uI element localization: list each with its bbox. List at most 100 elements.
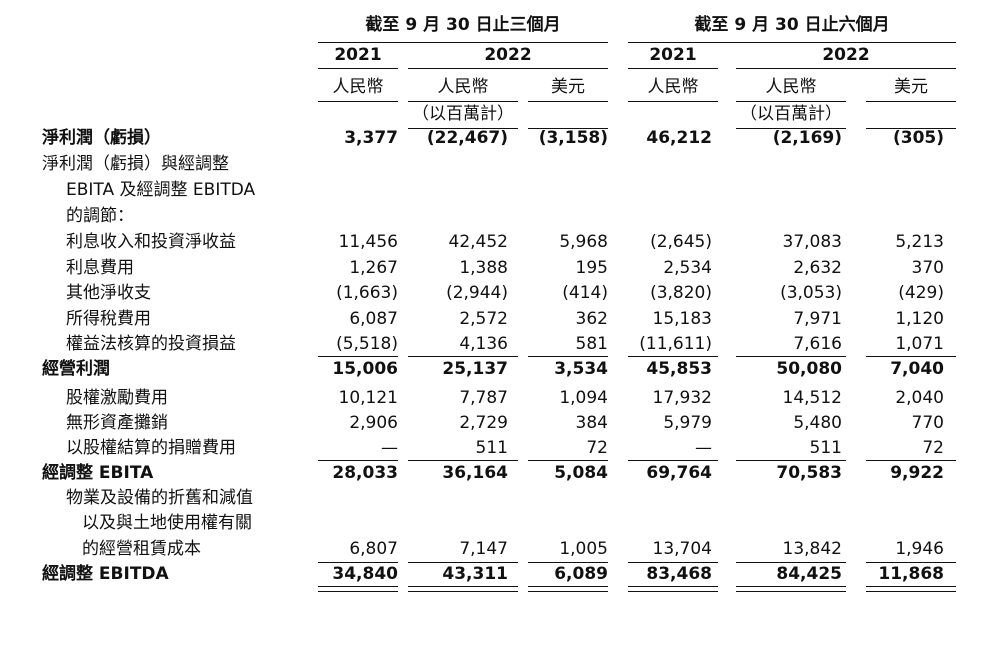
row-label: 利息費用 <box>66 258 134 278</box>
table-cell: 2,534 <box>663 258 712 278</box>
table-cell: 14,512 <box>782 388 842 408</box>
table-cell: 2,572 <box>459 309 508 329</box>
row-label: 經營利潤 <box>42 359 110 379</box>
subtotal-rule <box>408 562 518 563</box>
table-cell: 70,583 <box>776 463 842 483</box>
table-cell: 28,033 <box>332 463 398 483</box>
subtotal-rule <box>318 562 398 563</box>
table-cell: 43,311 <box>442 564 508 584</box>
row-label: 利息收入和投資淨收益 <box>66 232 236 252</box>
year-rule <box>628 68 718 69</box>
total-double-rule <box>628 586 718 592</box>
table-cell: 7,971 <box>793 309 842 329</box>
table-cell: 15,183 <box>652 309 712 329</box>
table-cell: 362 <box>575 309 608 329</box>
table-cell: 17,932 <box>652 388 712 408</box>
subtotal-rule <box>736 356 846 357</box>
subtotal-rule <box>628 356 718 357</box>
table-cell: 1,120 <box>895 309 944 329</box>
row-label: 淨利潤（虧損）與經調整 <box>42 154 229 174</box>
currency-header: 美元 <box>551 77 585 97</box>
table-cell: 46,212 <box>646 128 712 148</box>
row-label: 無形資產攤銷 <box>66 413 168 433</box>
table-cell: 1,094 <box>559 388 608 408</box>
subtotal-rule <box>408 356 518 357</box>
table-cell: (3,158) <box>538 128 608 148</box>
table-cell: 7,040 <box>890 359 944 379</box>
subtotal-rule <box>528 562 608 563</box>
row-label: 以及與土地使用權有關 <box>82 513 252 533</box>
period-rule <box>628 42 956 43</box>
subtotal-rule <box>528 356 608 357</box>
subtotal-rule <box>318 460 398 461</box>
row-label: 經調整 EBITA <box>42 463 154 483</box>
table-cell: 11,868 <box>878 564 944 584</box>
currency-rule <box>528 101 608 102</box>
table-cell: 34,840 <box>332 564 398 584</box>
subtotal-rule <box>628 562 718 563</box>
table-cell: 5,968 <box>559 232 608 252</box>
table-cell: — <box>381 438 398 458</box>
currency-rule <box>628 101 718 102</box>
table-cell: 370 <box>911 258 944 278</box>
year-header: 2021 <box>334 45 382 65</box>
unit-rule <box>866 128 956 129</box>
table-cell: 511 <box>475 438 508 458</box>
total-double-rule <box>736 586 846 592</box>
table-cell: 69,764 <box>646 463 712 483</box>
table-cell: 1,005 <box>559 539 608 559</box>
row-label: EBITA 及經調整 EBITDA <box>66 180 256 200</box>
row-label: 以股權結算的捐贈費用 <box>66 438 236 458</box>
row-label: 權益法核算的投資損益 <box>66 334 236 354</box>
year-header: 2021 <box>649 45 697 65</box>
total-double-rule <box>318 586 398 592</box>
table-cell: 25,137 <box>442 359 508 379</box>
table-cell: 7,147 <box>459 539 508 559</box>
table-cell: (5,518) <box>336 334 398 354</box>
table-cell: 581 <box>575 334 608 354</box>
row-label: 的經營租賃成本 <box>82 539 201 559</box>
table-cell: 4,136 <box>459 334 508 354</box>
table-cell: 15,006 <box>332 359 398 379</box>
table-cell: (2,645) <box>650 232 712 252</box>
table-cell: 5,979 <box>663 413 712 433</box>
table-cell: 770 <box>911 413 944 433</box>
table-cell: 3,377 <box>344 128 398 148</box>
table-cell: 72 <box>586 438 608 458</box>
subtotal-rule <box>736 562 846 563</box>
year-rule <box>736 68 956 69</box>
subtotal-rule <box>866 356 956 357</box>
table-cell: (429) <box>898 283 944 303</box>
unit-rule <box>408 128 518 129</box>
table-cell: 1,946 <box>895 539 944 559</box>
period-header-six-months: 截至 9 月 30 日止六個月 <box>694 15 890 35</box>
table-cell: 13,704 <box>652 539 712 559</box>
currency-header: 人民幣 <box>647 77 699 97</box>
table-cell: 1,388 <box>459 258 508 278</box>
table-cell: (305) <box>892 128 944 148</box>
table-cell: 1,267 <box>349 258 398 278</box>
table-cell: 2,729 <box>459 413 508 433</box>
subtotal-rule <box>866 562 956 563</box>
subtotal-rule <box>318 356 398 357</box>
table-cell: 3,534 <box>554 359 608 379</box>
table-cell: 5,213 <box>895 232 944 252</box>
table-cell: (2,944) <box>446 283 508 303</box>
currency-rule <box>408 101 518 102</box>
table-cell: 5,084 <box>554 463 608 483</box>
year-rule <box>408 68 608 69</box>
row-label: 股權激勵費用 <box>66 388 168 408</box>
total-double-rule <box>866 586 956 592</box>
table-cell: 2,632 <box>793 258 842 278</box>
unit-rule <box>528 128 608 129</box>
table-cell: (11,611) <box>639 334 712 354</box>
table-cell: 7,787 <box>459 388 508 408</box>
table-cell: (3,820) <box>650 283 712 303</box>
subtotal-rule <box>736 460 846 461</box>
table-cell: 10,121 <box>338 388 398 408</box>
currency-header: 人民幣 <box>437 77 489 97</box>
year-header: 2022 <box>822 45 870 65</box>
row-label: 經調整 EBITDA <box>42 564 169 584</box>
total-double-rule <box>528 586 608 592</box>
